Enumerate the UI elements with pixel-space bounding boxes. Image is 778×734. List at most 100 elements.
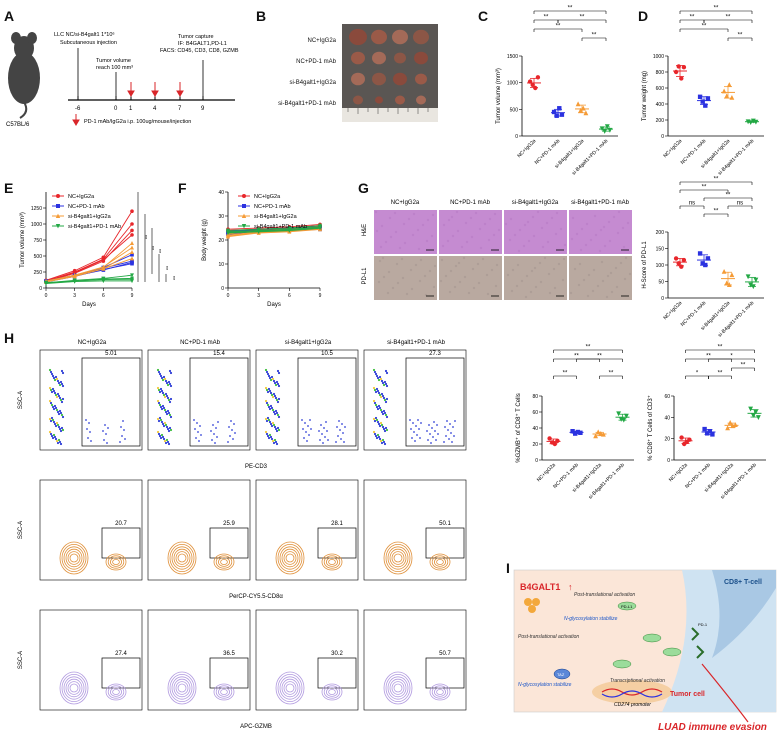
contour-line	[175, 681, 189, 695]
tissue-cell	[609, 271, 613, 275]
data-point	[729, 94, 735, 100]
tissue-cell	[386, 291, 390, 295]
tissue-image	[504, 210, 567, 254]
panel-label-d: D	[638, 8, 649, 24]
data-point	[705, 431, 710, 436]
event-dot	[160, 407, 164, 411]
tissue-cell	[554, 232, 558, 236]
tissue-cell	[405, 292, 409, 296]
tissue-cell	[485, 273, 489, 277]
event-dot	[232, 438, 234, 440]
event-dot	[373, 388, 377, 392]
event-dot	[342, 432, 344, 434]
data-point	[130, 228, 134, 233]
tissue-cell	[462, 256, 466, 260]
tissue-cell	[582, 278, 586, 282]
event-dot	[377, 378, 381, 382]
event-dot	[160, 376, 164, 380]
event-dot	[87, 437, 89, 439]
tissue-cell	[380, 224, 384, 228]
event-dot	[167, 380, 171, 384]
y-axis-label: H-Score of PD-L1	[642, 241, 648, 289]
column-header: NC+PD-1 mAb	[180, 340, 221, 346]
tissue-cell	[506, 273, 510, 277]
column-header: NC+PD-1 mAb	[450, 200, 491, 206]
event-dot	[374, 403, 378, 407]
data-point	[616, 411, 622, 417]
event-dot	[61, 415, 65, 419]
tissue-cell	[555, 211, 559, 215]
data-point	[753, 409, 759, 415]
data-point	[287, 228, 292, 233]
event-dot	[374, 390, 378, 394]
event-dot	[270, 393, 274, 397]
event-dot	[271, 377, 275, 381]
contour-line	[67, 681, 81, 695]
sig-label: **	[586, 345, 591, 351]
x-tick-label: 3	[257, 293, 260, 299]
event-dot	[162, 424, 166, 428]
tissue-cell	[536, 210, 540, 214]
event-dot	[338, 420, 340, 422]
event-dot	[90, 440, 92, 442]
tissue-cell	[527, 239, 531, 243]
reach-label: reach 100 mm³	[96, 65, 133, 71]
event-dot	[53, 404, 57, 408]
contour-line	[325, 557, 338, 567]
contour-line	[281, 548, 299, 568]
event-dot	[216, 436, 218, 438]
flow-plot	[147, 349, 251, 451]
tissue-image	[569, 210, 632, 254]
event-dot	[427, 439, 429, 441]
y-tick-label: 100	[656, 263, 665, 269]
tissue-cell	[570, 237, 574, 241]
event-dot	[169, 397, 173, 401]
capture-label: Tumor capture	[178, 34, 214, 40]
event-dot	[50, 390, 54, 394]
flow-plot	[147, 479, 251, 581]
event-dot	[169, 371, 173, 375]
injection-arrows	[72, 82, 184, 126]
tissue-cell	[456, 229, 460, 233]
data-point	[130, 233, 134, 237]
event-dot	[168, 400, 172, 404]
tissue-cell	[403, 241, 407, 245]
event-dot	[157, 432, 161, 436]
event-dot	[54, 393, 58, 397]
event-dot	[273, 394, 277, 398]
data-point	[753, 277, 759, 283]
gate-box	[101, 657, 141, 689]
event-dot	[88, 422, 90, 424]
event-dot	[56, 379, 60, 383]
event-dot	[160, 420, 164, 424]
promoter-label: CD274 promoter	[614, 702, 651, 708]
event-dot	[166, 409, 170, 413]
tissue-cell	[592, 268, 596, 272]
data-point	[702, 426, 707, 432]
data-point	[130, 273, 134, 278]
event-dot	[161, 378, 165, 382]
tissue-cell	[478, 227, 482, 231]
transcriptional-label: Transcriptional activation	[610, 678, 665, 684]
legend-label: si-B4galt1+IgG2a	[254, 214, 298, 220]
y-tick-label: 0	[661, 296, 664, 302]
gate-percentage: 28.1	[331, 521, 343, 527]
event-dot	[269, 378, 273, 382]
flow-plot	[255, 479, 359, 581]
event-dot	[60, 369, 64, 373]
y-tick-label: 60	[532, 410, 538, 416]
event-dot	[51, 387, 55, 391]
event-dot	[55, 395, 59, 399]
contour-line	[275, 541, 305, 575]
legend-marker	[242, 194, 246, 198]
event-dot	[343, 441, 345, 443]
tissue-cell	[488, 217, 492, 221]
tissue-cell	[552, 267, 556, 271]
event-dot	[168, 426, 172, 430]
gate-box	[101, 527, 141, 559]
event-dot	[162, 393, 166, 397]
tissue-cell	[472, 286, 476, 290]
event-dot	[53, 422, 57, 426]
day-label: 9	[201, 106, 205, 112]
sig-label: **	[556, 24, 561, 30]
